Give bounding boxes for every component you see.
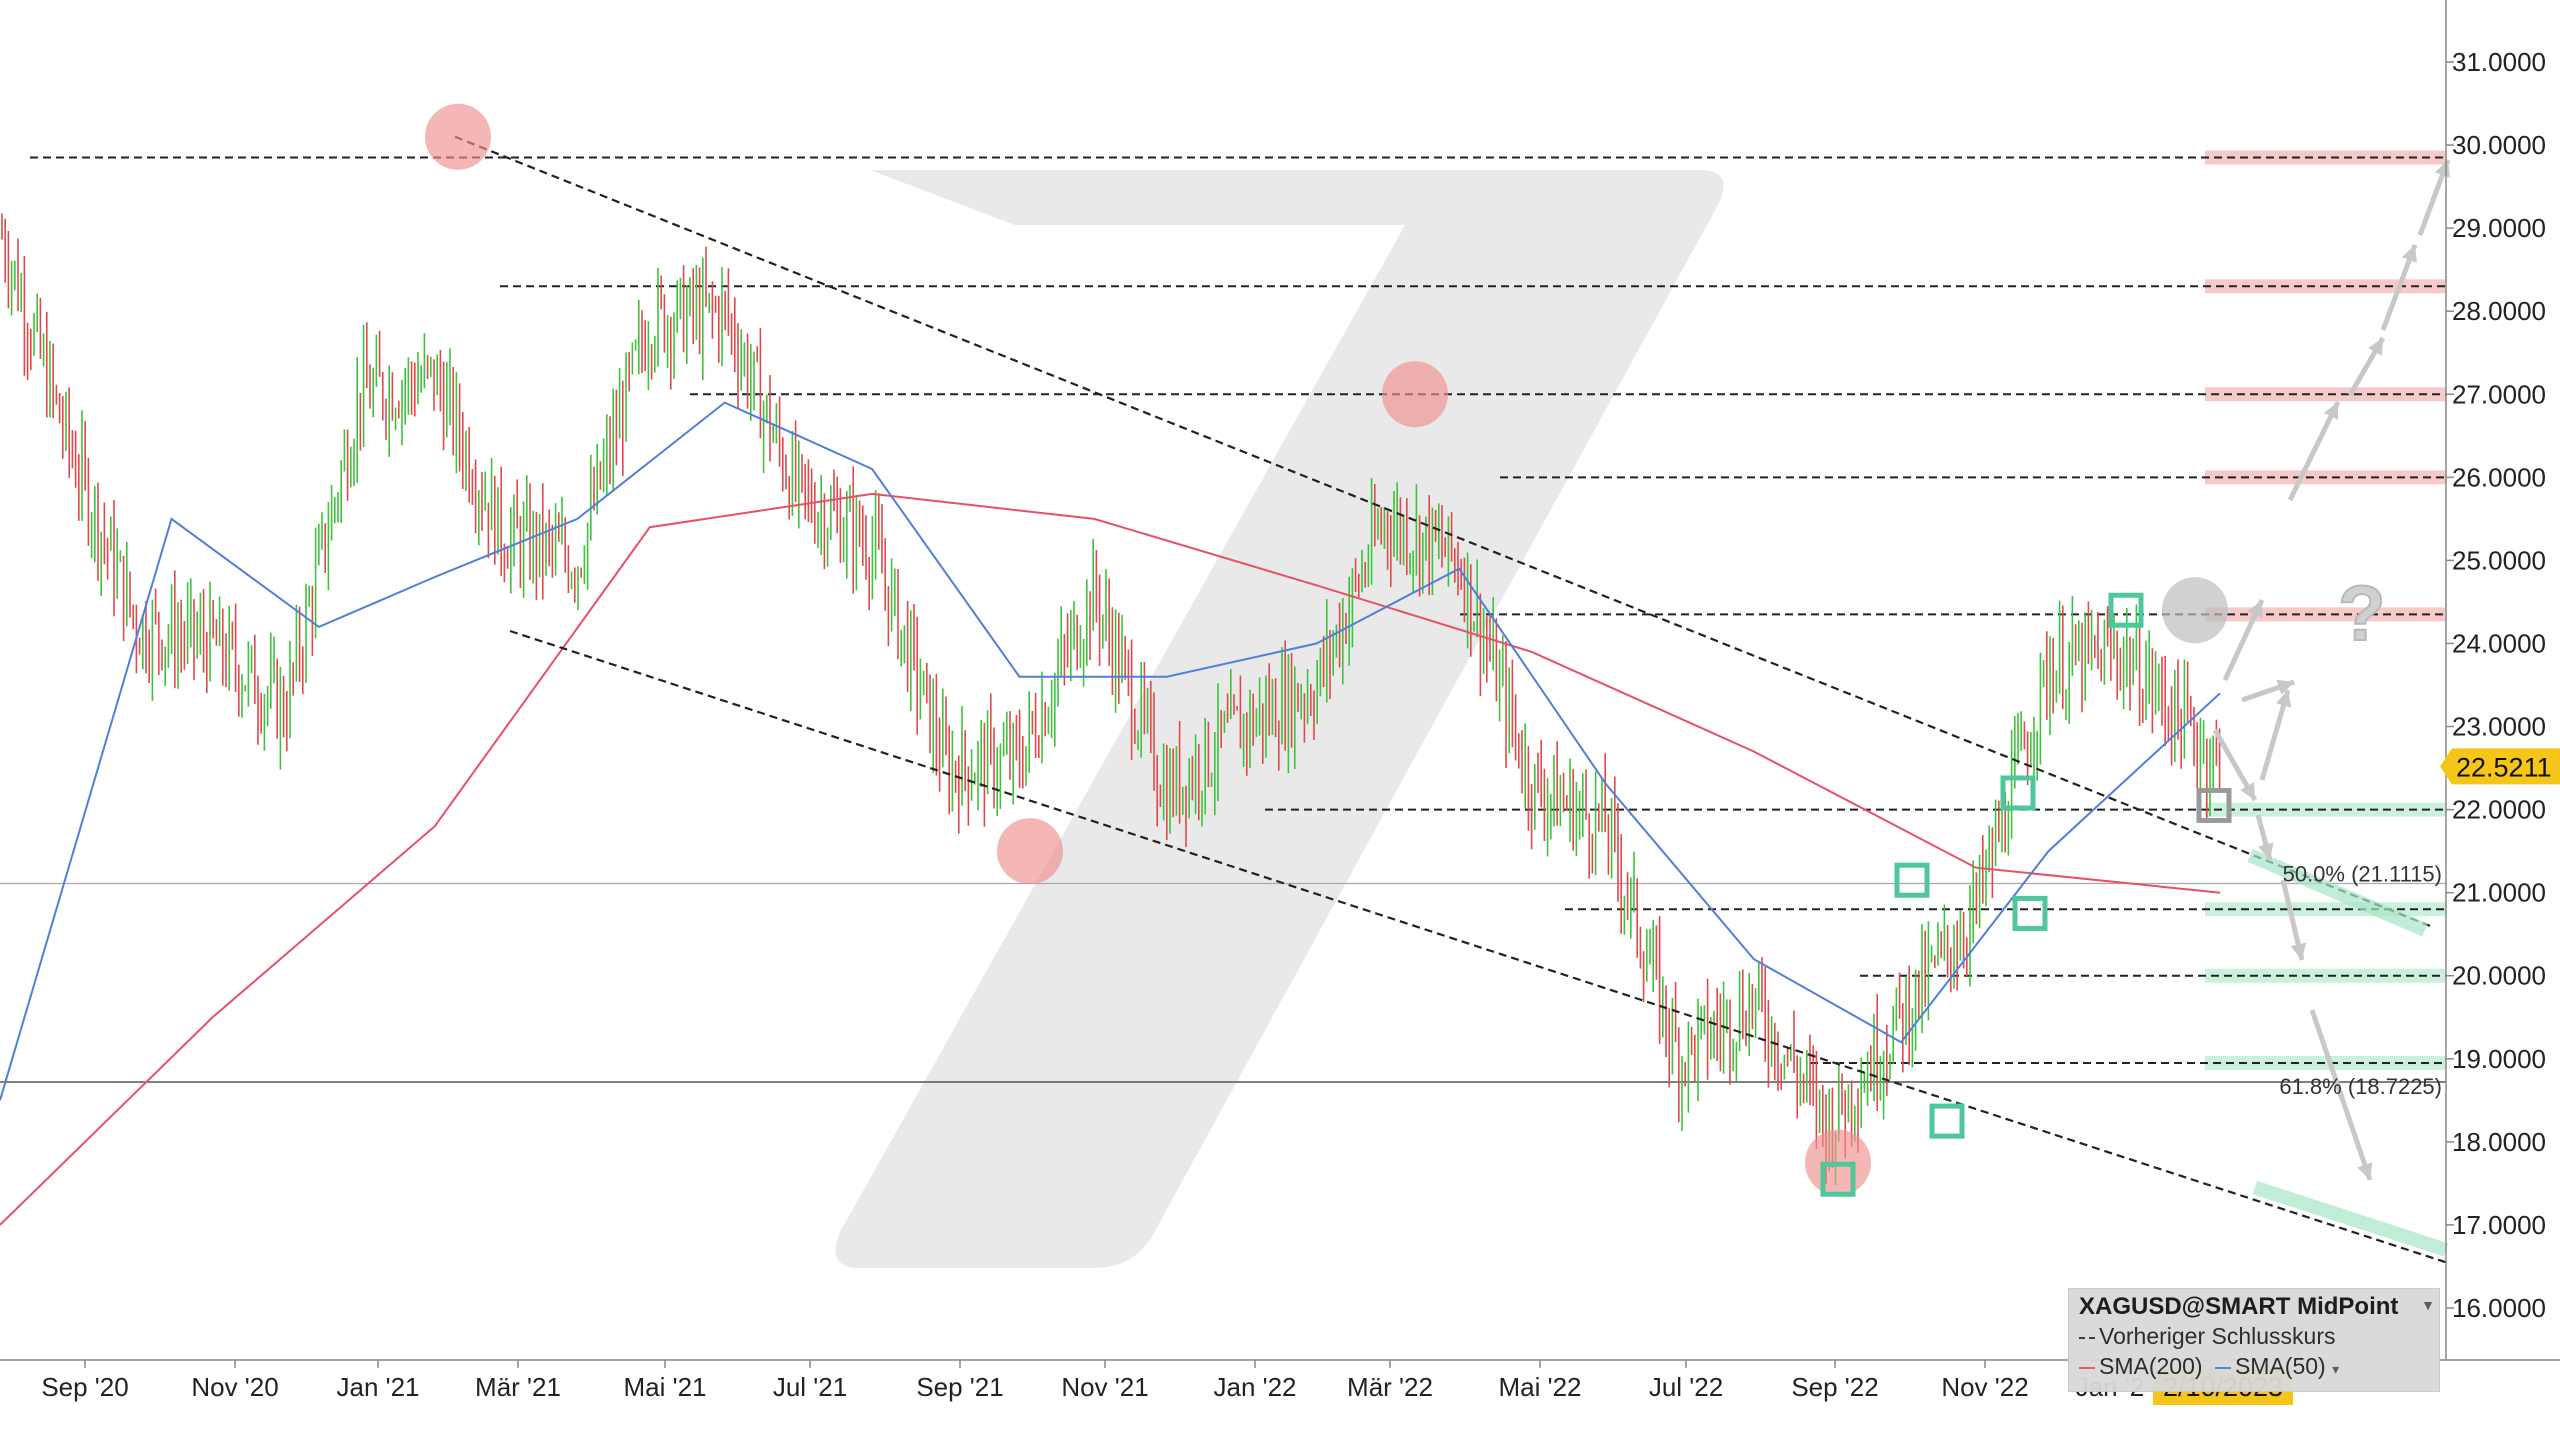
y-tick-label: 27.0000: [2452, 379, 2546, 409]
scenario-arrow: [2222, 598, 2265, 682]
x-tick-label: Nov '21: [1061, 1372, 1148, 1402]
scenario-arrow: [2380, 244, 2418, 331]
x-tick-label: Jan '22: [1213, 1372, 1296, 1402]
support-marker: [2000, 775, 2036, 811]
lower-channel-band: [2252, 1180, 2449, 1257]
x-tick-label: Mär '21: [475, 1372, 561, 1402]
x-tick-label: Mär '22: [1347, 1372, 1433, 1402]
pivot-marker: [997, 818, 1063, 885]
arrow-head: [2401, 245, 2417, 263]
sma50-line: [0, 401, 2221, 1101]
lower-channel-line: [509, 629, 2447, 1264]
y-tick-label: 29.0000: [2452, 213, 2546, 243]
support-marker: [1929, 1103, 1965, 1139]
scenario-arrow: [2212, 728, 2258, 802]
price-badge-label: 22.5211: [2456, 752, 2552, 782]
y-tick-label: 19.0000: [2452, 1044, 2546, 1074]
current-price-marker: [2196, 787, 2232, 823]
sma200-line-icon: [2079, 1366, 2095, 1369]
y-tick-label: 26.0000: [2452, 462, 2546, 492]
arrow-shaft: [2309, 1009, 2373, 1181]
price-badge: [2440, 748, 2560, 785]
fib-label: 61.8% (18.7225): [2279, 1074, 2442, 1099]
support-marker: [2012, 895, 2048, 931]
x-tick-label: Jul '22: [1649, 1372, 1723, 1402]
legend-title: XAGUSD@SMART MidPoint: [2079, 1293, 2399, 1320]
legend-item-sma: SMA(200) SMA(50) ▾: [2079, 1353, 2339, 1380]
scenario-arrow: [2347, 336, 2386, 397]
scenario-arrow: [2309, 1009, 2373, 1181]
support-band: [2205, 1055, 2446, 1070]
legend-item-caret-icon[interactable]: ▾: [2332, 1361, 2340, 1377]
support-marker: [1894, 862, 1930, 898]
y-tick-label: 31.0000: [2452, 47, 2546, 77]
x-tick-label: Nov '22: [1941, 1372, 2028, 1402]
fib-label: 50.0% (21.1115): [2283, 861, 2442, 886]
arrow-head: [2248, 600, 2263, 618]
scenario-arrow: [2241, 679, 2295, 703]
scenario-arrow: [2287, 400, 2341, 502]
legend-label-prev-close: Vorheriger Schlusskurs: [2099, 1323, 2336, 1349]
y-tick-label: 30.0000: [2452, 130, 2546, 160]
y-tick-label: 18.0000: [2452, 1127, 2546, 1157]
y-tick-label: 25.0000: [2452, 545, 2546, 575]
x-tick-label: Jan '21: [336, 1372, 419, 1402]
y-tick-label: 28.0000: [2452, 296, 2546, 326]
legend-dropdown-icon[interactable]: ▼: [2421, 1297, 2435, 1313]
arrow-head: [2290, 942, 2307, 960]
arrow-head: [2323, 402, 2339, 420]
sma50-line-icon: [2214, 1366, 2231, 1369]
x-tick-label: Mai '22: [1498, 1372, 1581, 1402]
arrow-head: [2368, 338, 2383, 356]
y-tick-label: 23.0000: [2452, 712, 2546, 742]
scenario-arrow: [2255, 814, 2274, 861]
y-tick-label: 20.0000: [2452, 961, 2546, 991]
current-pivot-marker: [2162, 577, 2228, 644]
question-mark: ?: [2338, 569, 2386, 657]
pivot-marker: [425, 103, 491, 170]
legend-item-prev-close: Vorheriger Schlusskurs: [2079, 1323, 2336, 1350]
arrow-head: [2240, 782, 2255, 800]
y-tick-label: 22.0000: [2452, 795, 2546, 825]
y-tick-label: 16.0000: [2452, 1293, 2546, 1323]
upper-channel-line: [454, 135, 2431, 927]
support-band: [2205, 968, 2446, 983]
dashed-line-icon: [2079, 1336, 2095, 1339]
x-tick-label: Sep '22: [1791, 1372, 1878, 1402]
pivot-marker: [1382, 361, 1448, 428]
arrow-head: [2258, 842, 2274, 860]
arrow-head: [2275, 690, 2292, 708]
y-tick-label: 21.0000: [2452, 878, 2546, 908]
upper-channel-band: [2247, 848, 2428, 937]
arrow-head: [2357, 1162, 2373, 1180]
x-tick-label: Sep '20: [41, 1372, 128, 1402]
legend-label-sma200: SMA(200): [2099, 1353, 2203, 1379]
x-tick-label: Mai '21: [623, 1372, 706, 1402]
watermark-logo: [835, 170, 1724, 1268]
y-tick-label: 24.0000: [2452, 628, 2546, 658]
support-marker: [2108, 592, 2144, 628]
x-tick-label: Sep '21: [916, 1372, 1003, 1402]
sma200-line: [0, 492, 2221, 1226]
x-tick-label: Nov '20: [191, 1372, 278, 1402]
legend-label-sma50: SMA(50): [2234, 1353, 2326, 1379]
resistance-band: [2205, 387, 2446, 402]
x-tick-label: Jul '21: [773, 1372, 847, 1402]
scenario-arrow: [2280, 879, 2307, 961]
support-marker: [1820, 1161, 1856, 1197]
y-tick-label: 17.0000: [2452, 1210, 2546, 1240]
scenario-arrow: [2259, 689, 2292, 781]
arrow-shaft: [2287, 400, 2341, 502]
arrow-head: [2276, 679, 2294, 695]
legend[interactable]: XAGUSD@SMART MidPoint ▼ Vorheriger Schlu…: [2068, 1288, 2440, 1392]
